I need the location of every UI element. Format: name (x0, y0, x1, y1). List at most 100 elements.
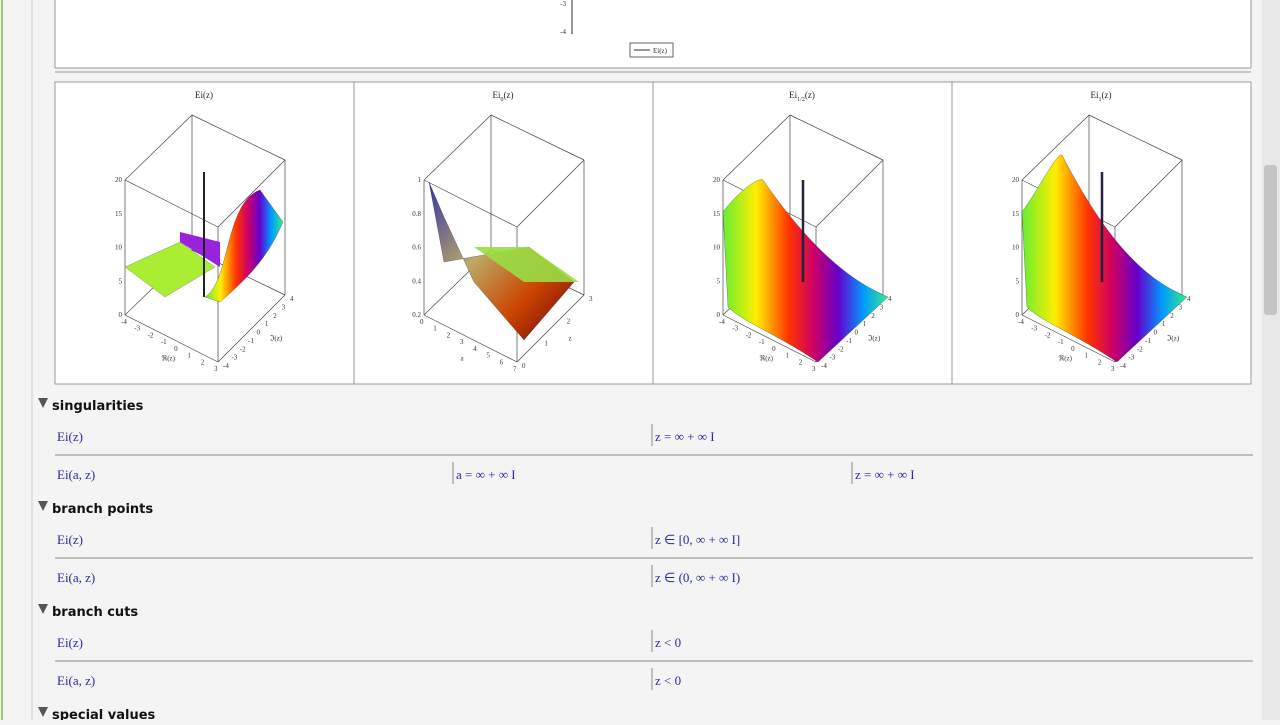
x-tick-label: -1 (1058, 338, 1064, 346)
z-tick-label: 0 (119, 311, 123, 319)
title-arg: (z) (1102, 90, 1112, 100)
x-tick-label: 0 (420, 318, 424, 326)
math-cell: z = ∞ + ∞ I (855, 467, 915, 482)
y-tick-label: 1 (863, 320, 867, 328)
plot-title: Ei1(z) (1091, 90, 1112, 103)
box-edge (722, 114, 791, 181)
y-tick-label: 0 (257, 329, 261, 337)
plot-title: Ei1/2(z) (789, 90, 815, 103)
box-edge (191, 114, 286, 161)
x-tick-label: 2 (799, 358, 803, 366)
x-tick-label: 2 (447, 331, 451, 339)
x-tick-label: 1 (1084, 352, 1088, 360)
math-cell: z < 0 (655, 673, 681, 688)
y-tick-label: -1 (248, 337, 254, 345)
surface (474, 247, 579, 282)
box-edge (423, 114, 492, 181)
box-edge (1114, 159, 1183, 228)
z-tick-label: 1 (418, 176, 422, 184)
y-tick-label: -2 (1137, 345, 1143, 353)
math-cell: z = ∞ + ∞ I (655, 429, 715, 444)
z-tick-label: 10 (1012, 244, 1020, 252)
box-edge (722, 314, 817, 363)
y-tick-label: 1 (1162, 320, 1166, 328)
x-tick-label: 6 (500, 358, 504, 366)
plot-3d (722, 114, 889, 363)
y-tick-label: -3 (829, 354, 835, 362)
scrollbar[interactable] (1262, 0, 1280, 720)
surface (722, 179, 889, 363)
box-edge (490, 114, 585, 161)
collapse-toggle[interactable] (38, 398, 48, 408)
x-tick-label: 0 (1071, 345, 1075, 353)
title-sub: 1 (1099, 97, 1102, 103)
y-tick-label: 2 (871, 312, 875, 320)
title-main: Ei (493, 90, 501, 100)
title-main: Ei (195, 90, 203, 100)
box-edge (124, 179, 219, 228)
title-arg: (z) (504, 90, 514, 100)
x-tick-label: 0 (772, 345, 776, 353)
z-tick-label: 0 (1016, 311, 1020, 319)
x-tick-label: -1 (161, 338, 167, 346)
title-sub: 0 (501, 97, 504, 103)
plot-3d (1021, 114, 1188, 363)
y-tick-label: 2 (567, 317, 571, 325)
y-tick-label: 4 (290, 295, 294, 303)
scrollbar-thumb[interactable] (1264, 165, 1277, 315)
collapse-toggle[interactable] (38, 707, 48, 717)
x-tick-label: 5 (486, 352, 490, 360)
y-tick-label: 1 (544, 340, 548, 348)
x-tick-label: -2 (148, 331, 154, 339)
x-tick-label: 1 (433, 325, 437, 333)
z-tick-label: 5 (717, 277, 721, 285)
title-main: Ei (789, 90, 797, 100)
x-tick-label: -1 (759, 338, 765, 346)
z-tick-label: 15 (115, 210, 123, 218)
math-cell: z < 0 (655, 635, 681, 650)
math-cell: Ei(a, z) (57, 673, 95, 688)
z-tick-label: 0.6 (412, 244, 421, 252)
z-tick-label: 0.8 (412, 210, 421, 218)
x-tick-label: 2 (1098, 358, 1102, 366)
x-tick-label: 4 (473, 345, 477, 353)
y-tick-label: -3 (231, 354, 237, 362)
y-tick-label: 3 (880, 303, 884, 311)
z-tick-label: 5 (1016, 277, 1020, 285)
box-edge (516, 159, 585, 228)
section-heading: special values (52, 708, 156, 720)
z-tick-label: 15 (1012, 210, 1020, 218)
y-tick-label: -4 (821, 362, 827, 370)
plot-3d (124, 114, 286, 363)
x-tick-label: 1 (785, 352, 789, 360)
box-edge (217, 294, 286, 363)
collapse-toggle[interactable] (38, 604, 48, 614)
y-tick-label: 4 (888, 295, 892, 303)
y-tick-label: 3 (1179, 303, 1183, 311)
x-tick-label: 2 (201, 358, 205, 366)
plot-3d (423, 114, 585, 363)
box-edge (815, 159, 884, 228)
z-tick-label: 20 (1012, 176, 1020, 184)
y-tick-label: -1 (846, 337, 852, 345)
title-main: Ei (1091, 90, 1099, 100)
y-tick-label: 2 (273, 312, 277, 320)
box-edge (516, 294, 585, 363)
x-tick-label: 3 (214, 365, 218, 373)
section-heading: branch cuts (52, 605, 138, 620)
math-cell: z ∈ (0, ∞ + ∞ I) (655, 570, 740, 585)
z-tick-label: 20 (115, 176, 123, 184)
x-tick-label: -4 (1018, 318, 1024, 326)
surface (180, 232, 220, 267)
x-tick-label: -3 (732, 325, 738, 333)
x-tick-label: -4 (121, 318, 127, 326)
legend (629, 42, 674, 58)
x-tick-label: 3 (460, 338, 464, 346)
surface (1021, 154, 1188, 363)
section-heading: singularities (52, 399, 144, 414)
collapse-toggle[interactable] (38, 501, 48, 511)
z-tick-label: 0.2 (412, 311, 421, 319)
box-edge (1088, 114, 1183, 161)
